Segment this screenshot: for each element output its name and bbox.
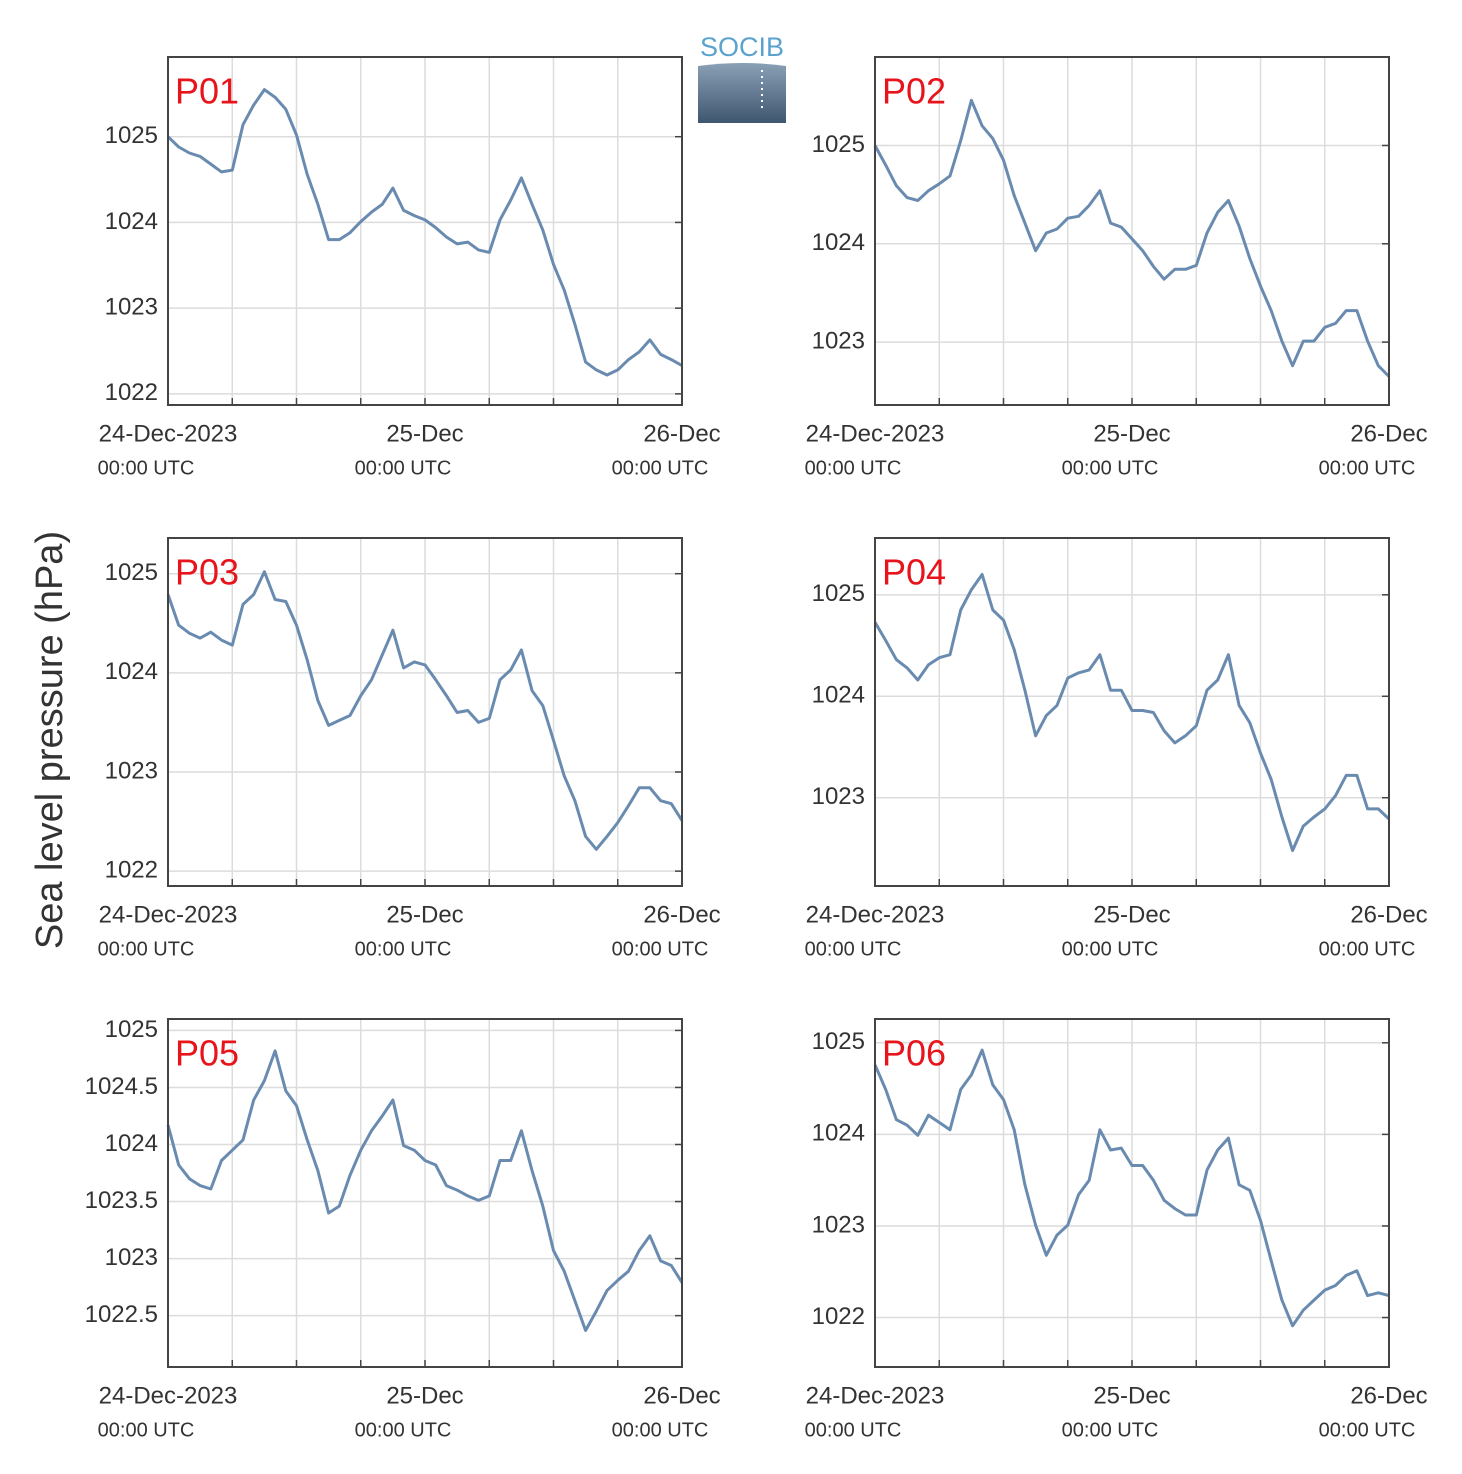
y-tick-label: 1025 — [105, 122, 158, 149]
plot-frame — [167, 1018, 683, 1368]
x-tick-sublabel: 00:00 UTC — [98, 1419, 195, 1441]
x-tick-sublabel: 00:00 UTC — [805, 938, 902, 960]
y-tick-label: 1023 — [105, 757, 158, 784]
x-tick-label: 24-Dec-2023 — [806, 1382, 945, 1409]
x-tick-sublabel: 00:00 UTC — [355, 457, 452, 479]
y-tick-label: 1023.5 — [85, 1187, 158, 1214]
x-tick-sublabel: 00:00 UTC — [1062, 938, 1159, 960]
y-tick-label: 1025 — [812, 131, 865, 158]
panel-title: P05 — [175, 1033, 239, 1074]
data-line — [166, 1049, 684, 1332]
x-tick-sublabel: 00:00 UTC — [355, 938, 452, 960]
x-tick-label: 26-Dec — [643, 420, 720, 447]
x-tick-sublabel: 00:00 UTC — [805, 457, 902, 479]
y-tick-label: 1024 — [105, 208, 158, 235]
y-tick-label: 1024 — [105, 1130, 158, 1157]
plot-frame — [874, 56, 1390, 406]
panel: 1022 1023 1024 1025 24-Dec-2023 00:00 UTC 25-D… — [805, 1018, 1428, 1441]
y-tick-label: 1025 — [105, 1016, 158, 1043]
x-tick-sublabel: 00:00 UTC — [355, 1419, 452, 1441]
panel-title: P02 — [882, 71, 946, 112]
x-tick-sublabel: 00:00 UTC — [805, 1419, 902, 1441]
y-tick-label: 1024 — [812, 682, 865, 709]
x-tick-sublabel: 00:00 UTC — [98, 938, 195, 960]
panel-title: P04 — [882, 552, 946, 593]
x-tick-sublabel: 00:00 UTC — [612, 457, 709, 479]
logo-shape — [698, 63, 786, 123]
x-tick-label: 25-Dec — [386, 1382, 463, 1409]
x-tick-sublabel: 00:00 UTC — [1062, 457, 1159, 479]
y-tick-label: 1022.5 — [85, 1301, 158, 1328]
panel: 1022 1023 1024 1025 24-Dec-2023 00:00 UTC 25-D… — [98, 56, 721, 479]
y-tick-label: 1023 — [105, 293, 158, 320]
y-tick-label: 1025 — [812, 1028, 865, 1055]
y-tick-label: 1023 — [812, 1211, 865, 1238]
x-tick-label: 25-Dec — [1093, 901, 1170, 928]
x-tick-sublabel: 00:00 UTC — [612, 1419, 709, 1441]
x-tick-label: 24-Dec-2023 — [99, 1382, 238, 1409]
y-tick-label: 1023 — [812, 327, 865, 354]
x-tick-label: 26-Dec — [1350, 901, 1427, 928]
x-tick-sublabel: 00:00 UTC — [1319, 457, 1416, 479]
x-tick-label: 25-Dec — [386, 901, 463, 928]
data-line — [166, 88, 683, 377]
x-tick-sublabel: 00:00 UTC — [612, 938, 709, 960]
panel: 1023 1024 1025 24-Dec-2023 00:00 UTC 25-Dec 00… — [805, 537, 1428, 960]
x-tick-label: 24-Dec-2023 — [806, 420, 945, 447]
y-tick-label: 1024.5 — [85, 1073, 158, 1100]
x-tick-sublabel: 00:00 UTC — [1319, 1419, 1416, 1441]
y-tick-label: 1025 — [812, 580, 865, 607]
plot-frame — [167, 537, 683, 887]
data-line — [873, 1048, 1390, 1328]
x-tick-label: 24-Dec-2023 — [806, 901, 945, 928]
x-tick-label: 26-Dec — [643, 901, 720, 928]
y-tick-label: 1022 — [812, 1303, 865, 1330]
data-line — [166, 570, 684, 851]
y-tick-label: 1023 — [812, 783, 865, 810]
data-line — [873, 98, 1391, 378]
panel-title: P06 — [882, 1033, 946, 1074]
panel: 1023 1024 1025 24-Dec-2023 00:00 UTC 25-Dec 00… — [805, 56, 1428, 479]
panel-title: P03 — [175, 552, 239, 593]
y-tick-label: 1024 — [812, 1120, 865, 1147]
y-tick-label: 1023 — [105, 1244, 158, 1271]
y-tick-label: 1024 — [105, 658, 158, 685]
x-tick-label: 26-Dec — [643, 1382, 720, 1409]
logo-text: SOCIB — [700, 32, 784, 62]
x-tick-sublabel: 00:00 UTC — [1319, 938, 1416, 960]
x-tick-label: 24-Dec-2023 — [99, 901, 238, 928]
data-line — [873, 573, 1391, 852]
logo: SOCIB — [698, 32, 786, 123]
panel: 1022.5 1023 1023.5 1024 1024.5 1025 24-Dec-202… — [85, 1016, 721, 1442]
x-tick-sublabel: 00:00 UTC — [1062, 1419, 1159, 1441]
plot-frame — [874, 1018, 1390, 1368]
y-tick-label: 1025 — [105, 559, 158, 586]
plot-frame — [167, 56, 683, 406]
x-tick-label: 25-Dec — [1093, 1382, 1170, 1409]
panel: 1022 1023 1024 1025 24-Dec-2023 00:00 UTC 25-D… — [98, 537, 721, 960]
x-tick-label: 26-Dec — [1350, 420, 1427, 447]
plot-frame — [874, 537, 1390, 887]
x-tick-label: 25-Dec — [1093, 420, 1170, 447]
y-tick-label: 1022 — [105, 856, 158, 883]
x-tick-label: 24-Dec-2023 — [99, 420, 238, 447]
y-axis-label: Sea level pressure (hPa) — [29, 531, 71, 949]
x-tick-label: 26-Dec — [1350, 1382, 1427, 1409]
panel-title: P01 — [175, 71, 239, 112]
x-tick-label: 25-Dec — [386, 420, 463, 447]
y-tick-label: 1022 — [105, 379, 158, 406]
y-tick-label: 1024 — [812, 229, 865, 256]
x-tick-sublabel: 00:00 UTC — [98, 457, 195, 479]
